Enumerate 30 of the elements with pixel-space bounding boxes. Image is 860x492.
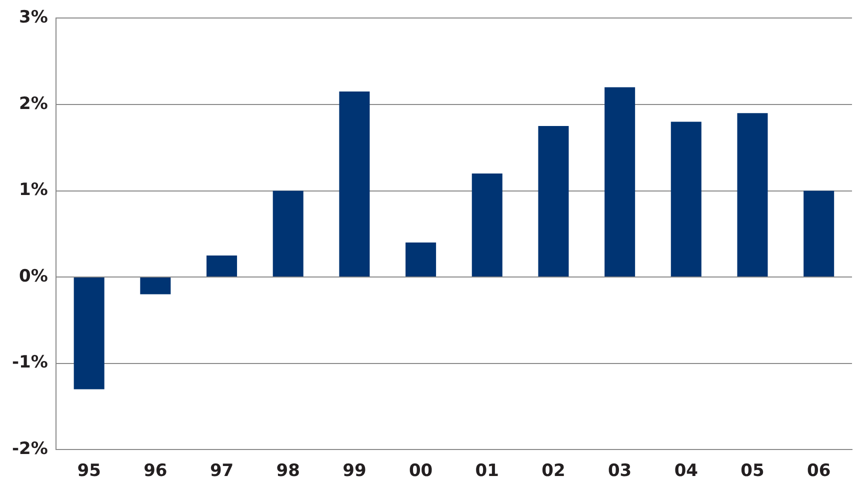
bar	[140, 278, 171, 294]
bar	[206, 255, 238, 277]
x-tick-label: 98	[276, 461, 300, 482]
y-tick-label: 0%	[19, 266, 48, 286]
y-tick-label: 1%	[19, 180, 48, 200]
x-tick-label: 00	[408, 461, 433, 482]
y-tick-label: -1%	[12, 352, 48, 373]
bar	[670, 122, 702, 277]
x-tick-label: 03	[608, 461, 632, 482]
bar	[74, 278, 104, 390]
x-tick-label: 05	[740, 461, 764, 482]
y-tick-label: -2%	[12, 439, 48, 460]
bar	[804, 190, 834, 277]
bar	[406, 242, 436, 277]
bar	[272, 190, 304, 277]
x-tick-label: 97	[210, 461, 234, 482]
bar	[737, 113, 768, 277]
x-tick-label: 95	[77, 461, 101, 482]
bar	[538, 126, 569, 277]
x-tick-label: 06	[806, 461, 831, 482]
y-tick-label: 3%	[19, 8, 48, 28]
bar	[604, 87, 636, 277]
x-tick-label: 01	[475, 461, 499, 482]
bar	[472, 174, 502, 277]
x-tick-label: 96	[144, 461, 168, 482]
x-tick-label: 02	[542, 461, 566, 482]
x-tick-label: 99	[342, 461, 366, 482]
y-tick-label: 2%	[19, 94, 48, 114]
bar	[339, 92, 370, 277]
x-tick-label: 04	[674, 461, 698, 482]
